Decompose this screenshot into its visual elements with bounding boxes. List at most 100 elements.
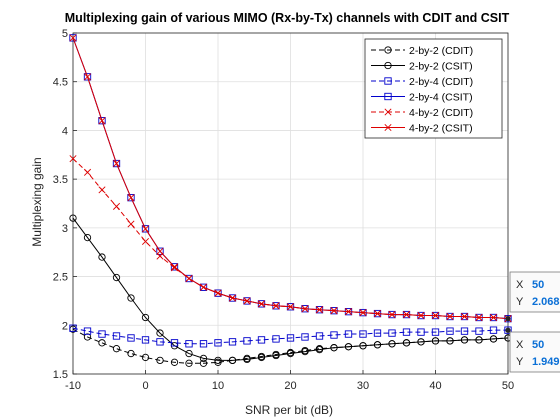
data-point-marker: [185, 359, 193, 367]
data-point-marker: [185, 349, 193, 358]
data-point-marker: [199, 340, 208, 348]
x-tick-label: -10: [65, 380, 81, 392]
series-line: [72, 217, 509, 361]
legend-marker-sample: [384, 108, 392, 116]
legend-marker-sample: [384, 123, 392, 132]
legend-label: 2-by-2 (CSIT): [409, 61, 473, 73]
data-point-marker: [112, 332, 121, 340]
series-2-by-4-cdit: [69, 324, 512, 348]
legend[interactable]: 2-by-2 (CDIT) 2-by-2 (CSIT) 2-by-4 (CDIT) 2…: [364, 38, 503, 139]
data-point-marker: [373, 310, 382, 318]
data-point-marker: [141, 353, 150, 362]
data-point-marker: [69, 34, 77, 42]
legend-marker-sample: [384, 61, 392, 70]
data-point-marker: [112, 273, 121, 282]
datatips[interactable]: X 50 Y 2.068 X 50 Y 1.949: [505, 271, 560, 373]
datatip-y-label: Y: [516, 356, 524, 368]
data-point-marker: [359, 309, 367, 317]
data-point-marker: [489, 313, 498, 322]
legend-label: 4-by-2 (CSIT): [409, 123, 473, 135]
data-point-marker: [112, 345, 121, 353]
datatip[interactable]: X 50 Y 2.068: [505, 271, 560, 322]
data-point-marker: [257, 353, 266, 362]
datatip-point: [505, 327, 511, 333]
data-point-marker: [214, 289, 222, 297]
data-point-marker: [431, 337, 440, 345]
data-point-marker: [301, 305, 309, 313]
legend-label: 4-by-2 (CDIT): [409, 107, 473, 119]
legend-box: [364, 38, 503, 139]
data-point-marker: [69, 34, 77, 42]
legend-entry[interactable]: 2-by-4 (CSIT): [371, 92, 473, 104]
y-tick-label: 3.5: [53, 174, 68, 186]
data-point-marker: [83, 73, 92, 81]
legend-entry[interactable]: 2-by-4 (CDIT): [371, 76, 473, 88]
data-point-marker: [69, 155, 77, 163]
legend-label: 2-by-4 (CSIT): [409, 92, 473, 104]
legend-entry[interactable]: 4-by-2 (CDIT): [371, 107, 473, 119]
data-point-marker: [489, 326, 498, 334]
y-tick-label: 4: [62, 125, 68, 137]
legend-entry[interactable]: 4-by-2 (CSIT): [371, 123, 473, 135]
y-tick-label: 3: [62, 223, 68, 235]
data-point-marker: [156, 338, 164, 346]
datatip-y-value: 2.068: [532, 296, 560, 308]
series-2-by-2-csit: [69, 214, 512, 365]
data-point-marker: [228, 338, 237, 346]
data-point-marker: [272, 302, 280, 310]
data-point-marker: [98, 253, 106, 261]
y-tick-label: 5: [62, 28, 68, 40]
data-point-marker: [417, 338, 425, 346]
legend-entry[interactable]: 2-by-2 (CSIT): [371, 61, 473, 73]
y-axis-ticks: 1.5 2 2.5 3 3.5 4 4.5 5: [53, 28, 77, 381]
data-point-marker: [141, 225, 150, 233]
data-point-marker: [127, 294, 135, 302]
data-point-marker: [373, 329, 382, 337]
legend-marker-sample: [384, 92, 392, 101]
data-point-marker: [199, 359, 208, 367]
datatip[interactable]: X 50 Y 1.949: [505, 327, 560, 373]
data-point-marker: [475, 336, 483, 344]
data-point-marker: [170, 358, 179, 366]
data-point-marker: [228, 294, 237, 302]
data-point-marker: [199, 283, 208, 291]
data-point-marker: [315, 345, 324, 354]
data-point-marker: [156, 247, 164, 255]
data-point-marker: [156, 247, 164, 255]
data-point-marker: [214, 289, 222, 297]
datatip-x-label: X: [516, 339, 524, 351]
datatip-point: [505, 316, 511, 322]
data-point-marker: [112, 202, 121, 210]
data-point-marker: [156, 356, 164, 365]
series-4-by-2-csit: [69, 34, 512, 323]
data-point-marker: [388, 329, 396, 337]
data-point-marker: [359, 342, 367, 350]
data-point-marker: [141, 313, 150, 322]
data-point-marker: [83, 73, 92, 81]
data-point-marker: [417, 328, 425, 336]
data-point-marker: [228, 294, 237, 302]
data-point-marker: [98, 186, 106, 194]
y-tick-label: 2: [62, 320, 68, 332]
data-point-marker: [286, 349, 295, 358]
data-point-marker: [127, 220, 135, 228]
data-point-marker: [243, 297, 251, 305]
data-point-marker: [475, 327, 483, 335]
data-point-marker: [330, 307, 338, 315]
data-point-marker: [257, 336, 266, 344]
data-point-marker: [141, 237, 150, 246]
data-point-marker: [388, 311, 396, 319]
data-point-marker: [315, 332, 324, 340]
data-point-marker: [460, 327, 469, 335]
data-point-marker: [286, 334, 295, 342]
datatip-y-label: Y: [516, 296, 524, 308]
data-point-marker: [185, 274, 193, 283]
data-point-marker: [460, 336, 469, 344]
data-point-marker: [98, 330, 106, 338]
legend-entry[interactable]: 2-by-2 (CDIT): [371, 45, 473, 57]
datatip-x-label: X: [516, 279, 524, 291]
data-point-marker: [141, 225, 150, 233]
data-point-marker: [199, 283, 208, 291]
data-point-marker: [69, 214, 77, 222]
